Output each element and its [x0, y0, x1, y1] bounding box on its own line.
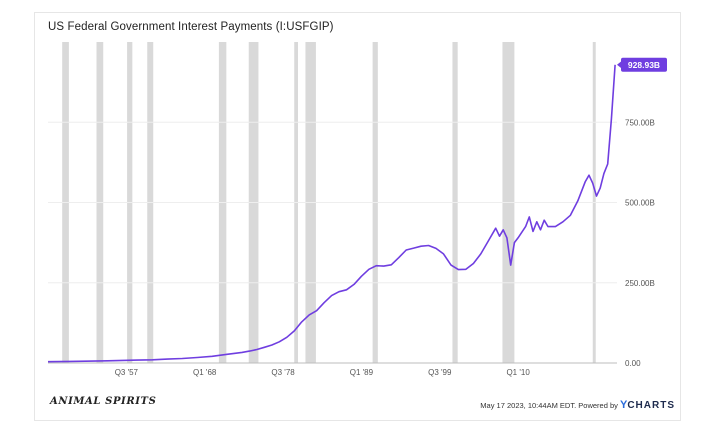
last-value-badge-pointer — [617, 60, 622, 69]
x-tick-label: Q3 '57 — [115, 368, 139, 377]
x-tick-label: Q1 '89 — [350, 368, 374, 377]
ycharts-brand-name: CHARTS — [627, 400, 675, 411]
series-line-group — [47, 64, 616, 363]
y-axis-ticks: 0.00 250.00B 500.00B 750.00B — [625, 118, 655, 368]
x-tick-label: Q3 '99 — [428, 368, 452, 377]
series-line — [47, 64, 616, 363]
x-tick-label: Q1 '68 — [193, 368, 217, 377]
y-tick-label: 750.00B — [625, 118, 655, 127]
x-axis-ticks: Q3 '57 Q1 '68 Q3 '78 Q1 '89 Q3 '99 Q1 '10 — [115, 368, 531, 377]
y-tick-label: 250.00B — [625, 279, 655, 288]
last-value-label: 928.93B — [628, 60, 660, 70]
ycharts-logo-mark: Y — [619, 399, 628, 411]
chart-frame — [34, 12, 681, 421]
powered-by-label: Powered by — [578, 401, 618, 410]
animal-spirits-logo: ANIMAL SPIRITS — [50, 396, 157, 407]
x-tick-label: Q1 '10 — [506, 368, 530, 377]
grid — [48, 121, 617, 364]
y-tick-label: 0.00 — [625, 359, 641, 368]
chart-title: US Federal Government Interest Payments … — [48, 21, 334, 33]
last-value-badge-bg — [621, 57, 667, 72]
last-value-badge: 928.93B — [617, 57, 667, 72]
y-tick-label: 500.00B — [625, 199, 655, 208]
footer-attribution: May 17 2023, 10:44AM EDT. Powered by YCH… — [480, 399, 675, 411]
timestamp: May 17 2023, 10:44AM EDT. — [480, 401, 577, 410]
x-tick-label: Q3 '78 — [271, 368, 295, 377]
